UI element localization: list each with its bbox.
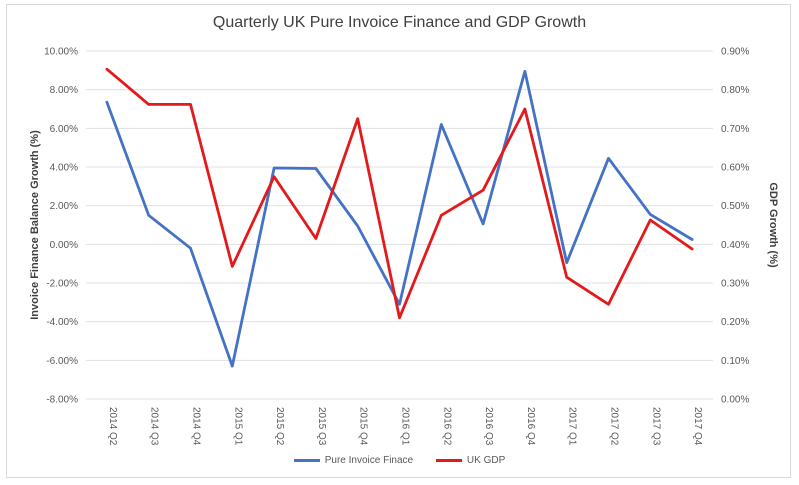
y-tick-label: -8.00% [46, 395, 78, 406]
y2-tick-label: 0.40% [721, 240, 749, 251]
x-tick-label: 2016 Q1 [400, 407, 411, 446]
x-tick-label: 2017 Q3 [650, 407, 661, 446]
y-tick-label: 10.00% [44, 47, 78, 58]
x-tick-label: 2014 Q3 [149, 407, 160, 446]
y2-tick-label: 0.50% [721, 201, 749, 212]
legend-label-invoice: Pure Invoice Finace [324, 455, 414, 466]
y2-tick-label: 0.20% [721, 317, 749, 328]
y-tick-label: 4.00% [50, 163, 78, 174]
x-tick-label: 2014 Q2 [107, 407, 118, 446]
y2-tick-label: 0.80% [721, 85, 749, 96]
x-tick-label: 2016 Q3 [483, 407, 494, 446]
y-tick-label: 2.00% [50, 201, 78, 212]
y2-tick-label: 0.00% [721, 395, 749, 406]
y-tick-label: 8.00% [50, 85, 78, 96]
y2-tick-label: 0.10% [721, 356, 749, 367]
y2-tick-label: 0.90% [721, 47, 749, 58]
y2-tick-label: 0.70% [721, 124, 749, 135]
y-tick-label: 6.00% [50, 124, 78, 135]
legend-swatch-invoice [293, 459, 320, 462]
legend-item-gdp: UK GDP [435, 455, 506, 466]
series-line-gdp [105, 67, 694, 320]
chart-legend: Pure Invoice Finace UK GDP [0, 454, 799, 466]
y-tick-label: 0.00% [50, 240, 78, 251]
y2-axis-title: GDP Growth (%) [767, 182, 779, 268]
x-tick-label: 2017 Q4 [692, 407, 703, 446]
x-tick-label: 2015 Q3 [316, 407, 327, 446]
x-tick-label: 2015 Q1 [232, 407, 243, 446]
x-tick-label: 2015 Q2 [274, 407, 285, 446]
x-tick-label: 2016 Q2 [441, 407, 452, 446]
chart-title: Quarterly UK Pure Invoice Finance and GD… [212, 14, 587, 31]
y-tick-label: -2.00% [46, 279, 78, 290]
x-tick-label: 2017 Q2 [609, 407, 620, 446]
x-tick-label: 2017 Q1 [567, 407, 578, 446]
x-tick-label: 2015 Q4 [358, 407, 369, 446]
legend-item-invoice: Pure Invoice Finace [293, 455, 414, 466]
y-tick-label: -6.00% [46, 356, 78, 367]
legend-swatch-gdp [435, 459, 462, 462]
x-tick-label: 2014 Q4 [191, 407, 202, 446]
legend-label-gdp: UK GDP [466, 455, 506, 466]
x-tick-label: 2016 Q4 [525, 407, 536, 446]
y2-tick-label: 0.60% [721, 163, 749, 174]
y2-tick-label: 0.30% [721, 279, 749, 290]
y-axis-title: Invoice Finance Balance Growth (%) [29, 130, 41, 320]
series-line-invoice [105, 69, 694, 368]
y-tick-label: -4.00% [46, 317, 78, 328]
